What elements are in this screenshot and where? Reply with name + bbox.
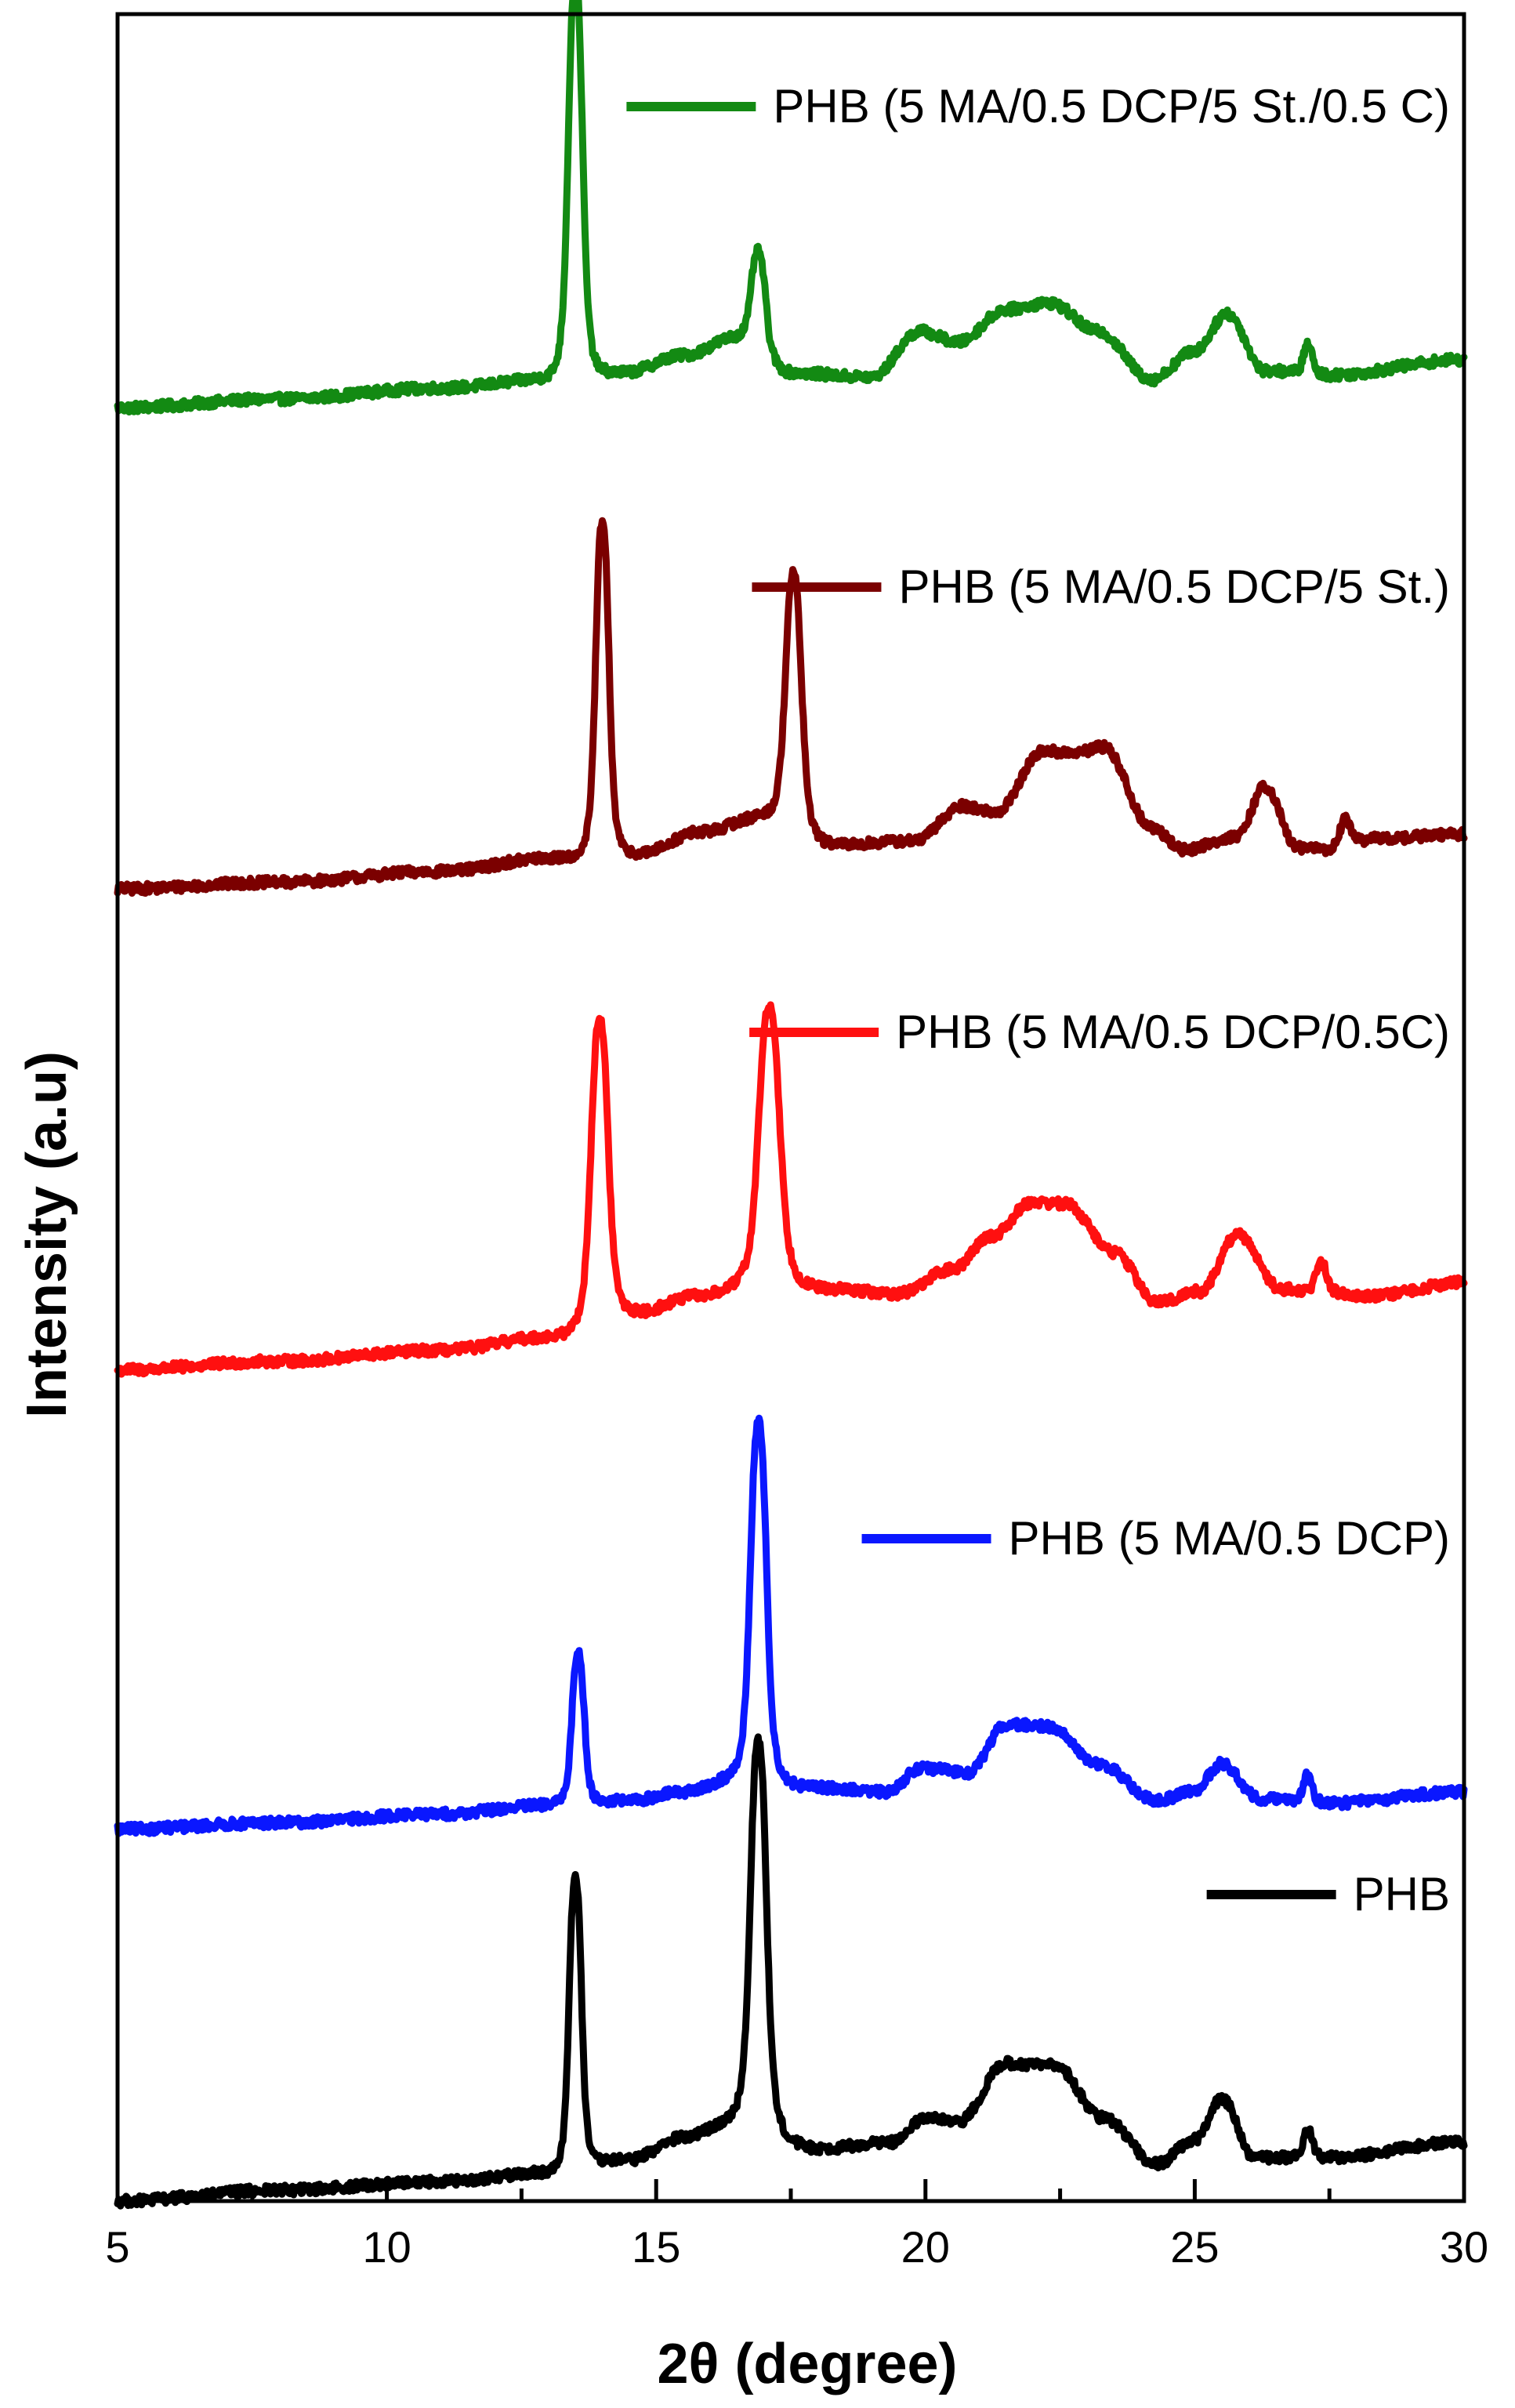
plot-frame (115, 12, 1466, 2203)
legend-label-phb: PHB (1354, 1868, 1450, 1920)
series-line-phb-ma-dcp-st-c (114, 0, 1468, 416)
series-line-phb-ma-dcp (114, 1414, 1468, 1837)
series-line-phb-ma-dcp-c (114, 1001, 1468, 1378)
y-axis-title: Intensity (a.u) (16, 1051, 78, 1418)
legend-label-phb-ma-dcp: PHB (5 MA/0.5 DCP) (1009, 1512, 1450, 1565)
legend-item-phb-ma-dcp: PHB (5 MA/0.5 DCP) (861, 1512, 1450, 1565)
x-tick-label: 30 (1440, 2222, 1488, 2272)
axes: 5 10 15 20 25 30 (105, 12, 1488, 2272)
series-line-phb (114, 1733, 1468, 2210)
legend-item-phb-ma-dcp-st: PHB (5 MA/0.5 DCP/5 St.) (752, 560, 1450, 613)
legend: PHB (5 MA/0.5 DCP/5 St./0.5 C) PHB (5 MA/… (626, 80, 1450, 1920)
legend-label-phb-ma-dcp-c: PHB (5 MA/0.5 DCP/0.5C) (896, 1006, 1450, 1058)
x-tick-label: 10 (362, 2222, 411, 2272)
legend-label-phb-ma-dcp-st: PHB (5 MA/0.5 DCP/5 St.) (898, 560, 1450, 613)
x-axis-title: 2θ (degree) (657, 2333, 957, 2395)
legend-item-phb-ma-dcp-st-c: PHB (5 MA/0.5 DCP/5 St./0.5 C) (626, 80, 1450, 132)
legend-item-phb: PHB (1206, 1868, 1450, 1920)
plot-traces (114, 0, 1468, 2210)
legend-item-phb-ma-dcp-c: PHB (5 MA/0.5 DCP/0.5C) (749, 1006, 1450, 1058)
x-tick-label: 20 (901, 2222, 950, 2272)
x-tick-label: 5 (105, 2222, 129, 2272)
x-tick-label: 15 (632, 2222, 680, 2272)
x-tick-label: 25 (1170, 2222, 1219, 2272)
legend-label-phb-ma-dcp-st-c: PHB (5 MA/0.5 DCP/5 St./0.5 C) (773, 80, 1450, 132)
